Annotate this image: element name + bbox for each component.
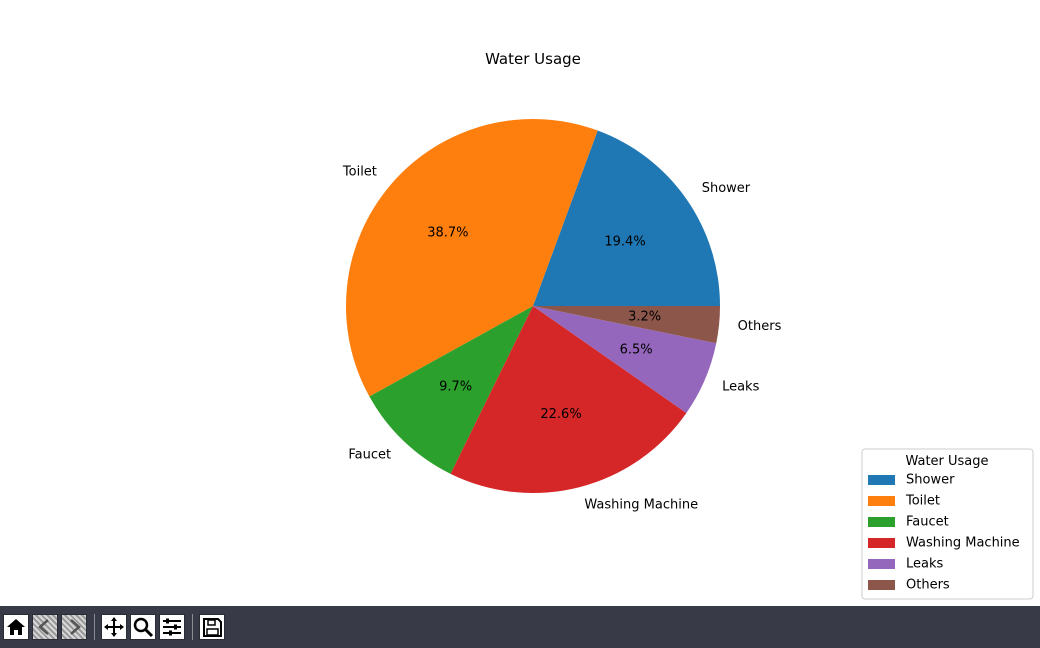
legend-label-shower: Shower [906,473,955,488]
legend-frame [861,448,1034,600]
floppy-disk-icon [203,618,222,637]
pie-slices [345,119,720,494]
home-icon [7,619,25,635]
slice-percent-washing-machine: 22.6% [540,407,581,422]
legend-swatch-shower [868,475,895,485]
toolbar-separator [94,614,95,640]
slice-percent-toilet: 38.7% [427,225,468,240]
arrow-left-icon [38,619,49,635]
legend-swatch-washing-machine [868,538,895,548]
legend-label-others: Others [906,578,950,593]
pie-slice-leaks [533,306,717,413]
back-button[interactable] [32,614,58,640]
legend-swatch-toilet [868,496,895,506]
pie-labels: Shower 19.4% Toilet 38.7% Faucet 9.7% Washing … [342,165,782,513]
legend: Water Usage Shower Toilet Faucet Washing Ma… [861,448,1034,600]
legend-swatch-faucet [868,517,895,527]
navigation-toolbar [0,606,1040,648]
slice-percent-leaks: 6.5% [620,343,653,358]
slice-label-toilet: Toilet [342,165,377,180]
legend-label-leaks: Leaks [906,557,944,572]
legend-entries: Shower Toilet Faucet Washing Machine Leaks Ot… [868,473,1020,593]
pie-slice-shower [533,130,720,306]
zoom-button[interactable] [130,614,156,640]
chart-title: Water Usage [485,50,581,68]
slice-percent-others: 3.2% [628,310,661,325]
legend-label-toilet: Toilet [905,494,940,509]
legend-label-washing-machine: Washing Machine [906,536,1020,551]
pie-slice-washing-machine [450,306,687,494]
sliders-icon [163,618,181,636]
slice-label-leaks: Leaks [722,380,760,395]
figure-canvas: Water Usage Shower 19.4% Toilet 38.7% Faucet… [342,50,1034,600]
slice-percent-faucet: 9.7% [439,380,472,395]
legend-title: Water Usage [905,454,988,469]
pie-slice-others [533,306,720,344]
legend-label-faucet: Faucet [906,515,949,530]
pan-button[interactable] [101,614,127,640]
magnifier-icon [133,617,154,638]
move-icon [104,617,124,637]
pie-chart: Water Usage Shower 19.4% Toilet 38.7% Faucet… [342,50,1034,600]
save-button[interactable] [199,614,225,640]
slice-label-faucet: Faucet [348,447,391,462]
slice-label-shower: Shower [702,181,751,196]
home-button[interactable] [3,614,29,640]
slice-label-washing-machine: Washing Machine [584,498,698,513]
legend-swatch-leaks [868,559,895,569]
pie-slice-toilet [345,119,598,397]
forward-button[interactable] [61,614,87,640]
configure-button[interactable] [159,614,185,640]
arrow-right-icon [70,619,81,635]
slice-label-others: Others [738,319,782,334]
slice-percent-shower: 19.4% [604,234,645,249]
pie-slice-faucet [369,306,533,474]
legend-swatch-others [868,580,895,590]
toolbar-separator [192,614,193,640]
